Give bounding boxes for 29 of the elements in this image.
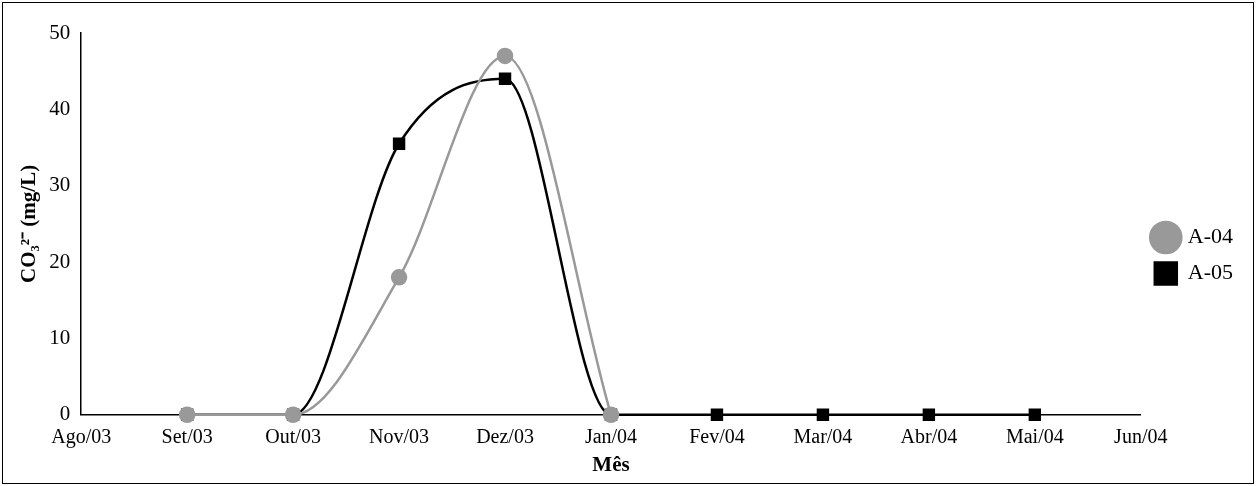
y-axis-title: CO₃²⁻ (mg/L) [16, 164, 41, 283]
legend-label: A-04 [1187, 223, 1233, 249]
x-tick-label: Jan/04 [584, 425, 638, 448]
point [498, 72, 512, 86]
x-tick-label: Dez/03 [476, 425, 534, 448]
point [1028, 408, 1042, 421]
point [816, 408, 830, 421]
x-tick-label: Ago/03 [51, 425, 112, 449]
y-tick-label: 50 [49, 19, 71, 44]
y-tick-label: 20 [49, 248, 71, 273]
x-axis-title: Mês [592, 451, 630, 476]
x-tick-label: Set/03 [161, 425, 213, 448]
x-tick-label: Nov/03 [369, 425, 430, 448]
x-tick-label: Abr/04 [900, 425, 958, 448]
x-tick-label: Mai/04 [1005, 425, 1064, 448]
y-tick-label: 0 [59, 401, 71, 426]
x-tick-label: Out/03 [265, 425, 321, 448]
point [496, 47, 514, 65]
point [390, 269, 408, 286]
x-tick-label: Fev/04 [689, 425, 745, 448]
point [710, 408, 724, 421]
y-tick-label: 10 [49, 324, 71, 349]
point [392, 137, 406, 150]
x-tick-label: Jun/04 [1114, 425, 1168, 448]
y-tick-label: 30 [49, 172, 71, 197]
y-tick-label: 40 [49, 95, 71, 120]
legend-label: A-05 [1187, 259, 1233, 285]
point [922, 408, 936, 421]
x-tick-label: Mar/04 [793, 425, 853, 448]
